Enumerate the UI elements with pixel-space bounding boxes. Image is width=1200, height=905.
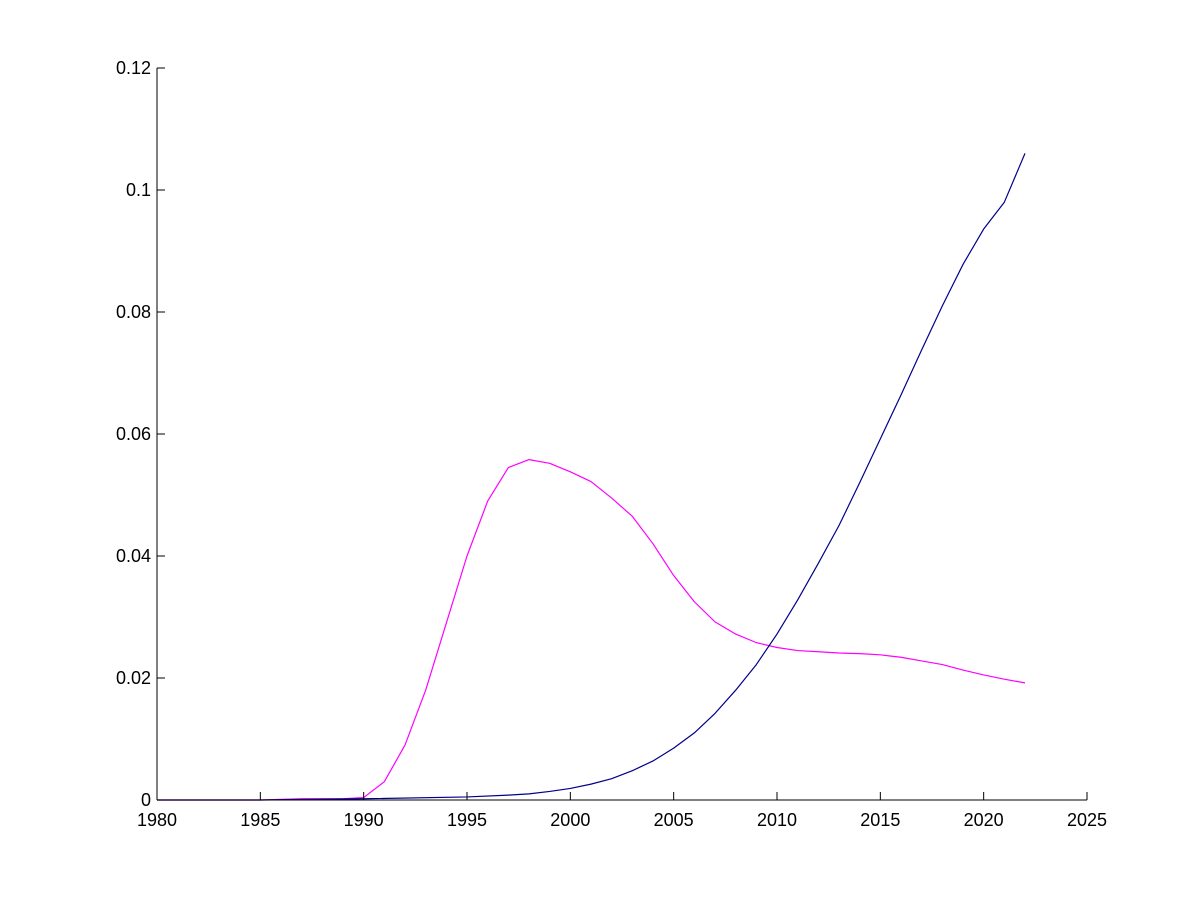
x-tick-label: 1980	[137, 810, 177, 830]
series-1-point	[528, 459, 529, 460]
series-1-point	[570, 471, 571, 472]
series-1-point	[487, 501, 488, 502]
series-1-point	[921, 660, 922, 661]
series-2-point	[962, 264, 963, 265]
series-1-point	[652, 543, 653, 544]
series-2-point	[549, 791, 550, 792]
series-2-point	[1024, 153, 1025, 154]
series-1-point	[632, 516, 633, 517]
series-1-point	[694, 601, 695, 602]
series-1-point	[797, 650, 798, 651]
series-1-point	[1024, 682, 1025, 683]
series-1-point	[859, 653, 860, 654]
series-1-point	[1004, 679, 1005, 680]
series-2-point	[694, 732, 695, 733]
series-2-point	[756, 664, 757, 665]
series-1-point	[900, 657, 901, 658]
series-2-point	[921, 349, 922, 350]
series-2-point	[508, 795, 509, 796]
series-2-point	[714, 713, 715, 714]
x-tick-label: 2020	[964, 810, 1004, 830]
x-tick-label: 2000	[550, 810, 590, 830]
series-1-point	[673, 575, 674, 576]
x-tick-label: 2005	[654, 810, 694, 830]
y-tick-label: 0.12	[116, 58, 151, 78]
series-1-point	[735, 633, 736, 634]
series-1-point	[384, 781, 385, 782]
series-line-2	[157, 153, 1026, 801]
series-2-point	[632, 770, 633, 771]
series-1-point	[983, 674, 984, 675]
series-1-point	[880, 654, 881, 655]
series-1-point	[714, 621, 715, 622]
series-1-point	[962, 669, 963, 670]
x-tick-label: 2015	[860, 810, 900, 830]
y-tick-label: 0.04	[116, 546, 151, 566]
y-tick-label: 0	[141, 790, 151, 810]
series-2-point	[528, 793, 529, 794]
series-line-1	[157, 459, 1026, 801]
y-tick-label: 0.1	[126, 180, 151, 200]
series-2-point	[859, 482, 860, 483]
series-2-point	[942, 305, 943, 306]
x-tick-label: 1990	[344, 810, 384, 830]
series-2-point	[900, 394, 901, 395]
series-1-point	[549, 463, 550, 464]
series-1-point	[942, 664, 943, 665]
series-1-point	[425, 690, 426, 691]
series-2-point	[818, 563, 819, 564]
x-tick-label: 1985	[240, 810, 280, 830]
x-tick-label: 2025	[1067, 810, 1107, 830]
y-tick-label: 0.02	[116, 668, 151, 688]
series-2-point	[797, 599, 798, 600]
series-1-point	[590, 481, 591, 482]
y-tick-label: 0.06	[116, 424, 151, 444]
series-2-point	[570, 788, 571, 789]
series-1-point	[756, 642, 757, 643]
series-1-point	[818, 651, 819, 652]
series-2-point	[590, 784, 591, 785]
series-1-point	[838, 652, 839, 653]
series-2-point	[673, 748, 674, 749]
series-2-point	[735, 690, 736, 691]
series-2-point	[880, 438, 881, 439]
series-2-point	[838, 525, 839, 526]
series-2-point	[776, 633, 777, 634]
series-2-point	[983, 228, 984, 229]
series-layer	[157, 153, 1026, 801]
series-1-point	[404, 745, 405, 746]
axes-layer: 1980 1985 1990 1995 2000 2005 2010 2015 2020 2025…	[116, 58, 1107, 830]
x-tick-label: 1995	[447, 810, 487, 830]
x-tick-label: 2010	[757, 810, 797, 830]
series-1-point	[466, 555, 467, 556]
series-1-point	[446, 623, 447, 624]
series-1-point	[508, 467, 509, 468]
series-2-point	[652, 760, 653, 761]
series-2-point	[611, 778, 612, 779]
series-1-point	[611, 497, 612, 498]
series-2-point	[1004, 202, 1005, 203]
series-1-point	[776, 647, 777, 648]
y-tick-label: 0.08	[116, 302, 151, 322]
